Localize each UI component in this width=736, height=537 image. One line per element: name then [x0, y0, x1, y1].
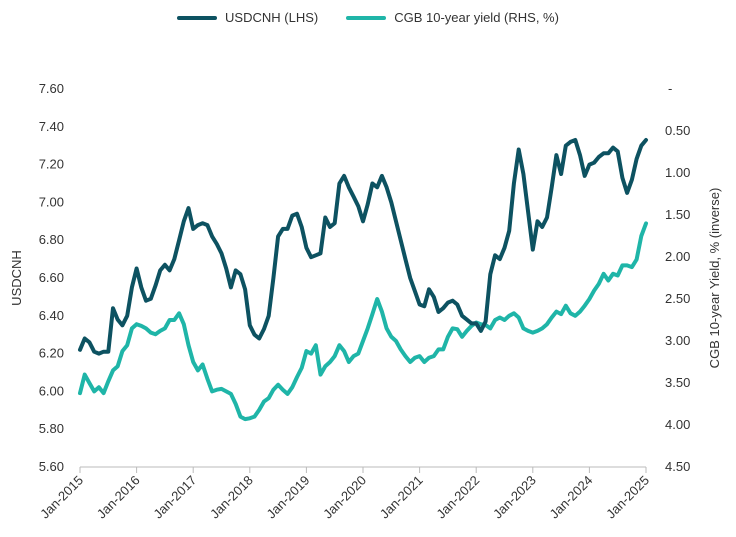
- right-tick-label: 4.50: [665, 459, 690, 474]
- chart-legend: USDCNH (LHS) CGB 10-year yield (RHS, %): [0, 10, 736, 25]
- left-axis-title: USDCNH: [9, 250, 24, 306]
- right-tick-label: 1.50: [665, 207, 690, 222]
- x-tick-label: Jan-2017: [150, 473, 199, 522]
- left-tick-label: 5.80: [39, 421, 64, 436]
- x-tick-label: Jan-2022: [433, 473, 482, 522]
- x-tick-label: Jan-2016: [94, 473, 143, 522]
- x-tick-label: Jan-2024: [547, 473, 596, 522]
- x-tick-label: Jan-2021: [377, 473, 426, 522]
- right-tick-label: 3.00: [665, 333, 690, 348]
- left-tick-label: 6.60: [39, 270, 64, 285]
- usdcnh-series-line: [78, 138, 648, 356]
- left-tick-label: 6.80: [39, 232, 64, 247]
- legend-label-cgb-yield: CGB 10-year yield (RHS, %): [394, 10, 559, 25]
- right-tick-label: 2.00: [665, 249, 690, 264]
- x-axis-ticks: Jan-2015 Jan-2016 Jan-2017 Jan-2018 Jan-2019…: [37, 467, 652, 521]
- left-tick-label: 5.60: [39, 459, 64, 474]
- left-axis-ticks: 5.60 5.80 6.00 6.20 6.40 6.60 6.80 7.00 7.20 7.40…: [39, 81, 64, 474]
- legend-swatch-usdcnh: [177, 15, 218, 20]
- left-tick-label: 6.20: [39, 346, 64, 361]
- right-tick-label: 1.00: [665, 165, 690, 180]
- right-tick-label: 3.50: [665, 375, 690, 390]
- x-tick-label: Jan-2020: [320, 473, 369, 522]
- legend-item-cgb-yield: CGB 10-year yield (RHS, %): [346, 10, 559, 25]
- left-tick-label: 7.40: [39, 119, 64, 134]
- left-tick-label: 7.00: [39, 194, 64, 209]
- legend-label-usdcnh: USDCNH (LHS): [225, 10, 319, 25]
- legend-swatch-cgb-yield: [346, 15, 387, 20]
- right-tick-label: -: [668, 81, 672, 96]
- right-tick-label: 2.50: [665, 291, 690, 306]
- right-axis-title: CGB 10-year Yield, % (inverse): [707, 188, 722, 369]
- series-layer: [78, 138, 648, 422]
- x-tick-label: Jan-2025: [603, 473, 652, 522]
- right-tick-label: 0.50: [665, 123, 690, 138]
- x-tick-label: Jan-2018: [207, 473, 256, 522]
- left-tick-label: 6.00: [39, 383, 64, 398]
- left-tick-label: 7.60: [39, 81, 64, 96]
- x-tick-label: Jan-2019: [264, 473, 313, 522]
- right-tick-label: 4.00: [665, 417, 690, 432]
- x-tick-label: Jan-2015: [37, 473, 86, 522]
- right-axis-ticks: - 0.50 1.00 1.50 2.00 2.50 3.00 3.50 4.00 4.50: [665, 81, 690, 474]
- x-tick-label: Jan-2023: [490, 473, 539, 522]
- legend-item-usdcnh: USDCNH (LHS): [177, 10, 318, 25]
- left-tick-label: 6.40: [39, 308, 64, 323]
- cgb-yield-series-line: [78, 221, 648, 422]
- left-tick-label: 7.20: [39, 157, 64, 172]
